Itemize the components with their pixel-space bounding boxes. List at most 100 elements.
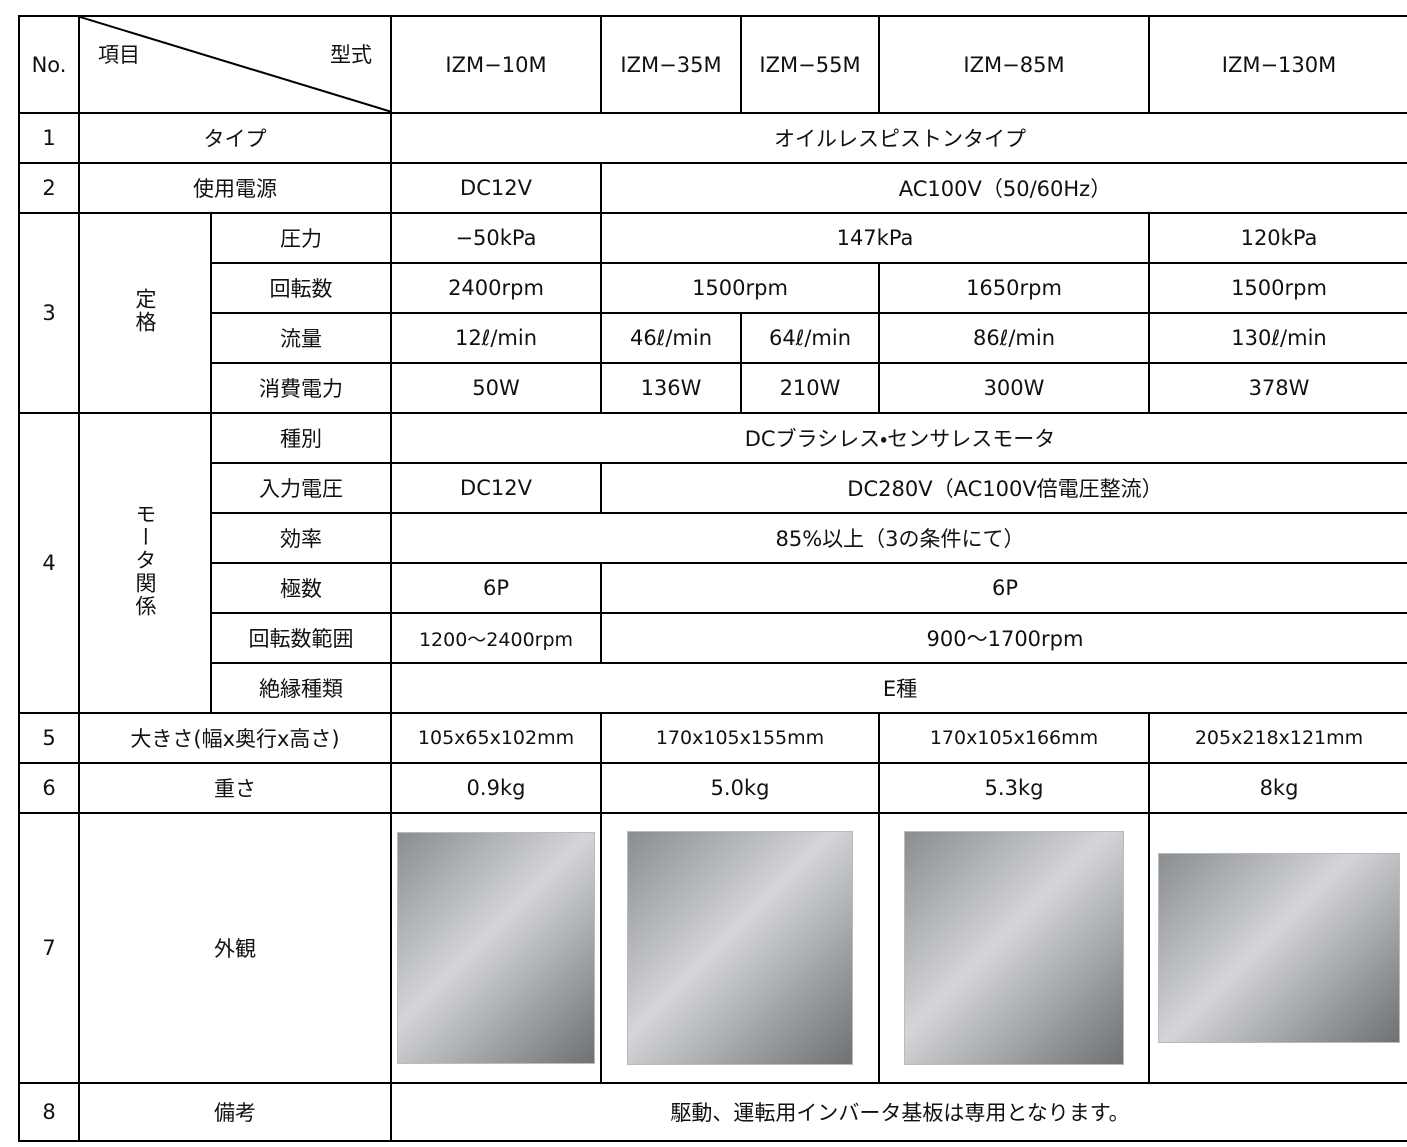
cell: 6 <box>18 762 80 814</box>
cell: 205x218x121mm <box>1148 712 1407 764</box>
cell: 流量 <box>210 312 392 364</box>
cell: 絶縁種類 <box>210 662 392 714</box>
cell: 大きさ(幅x奥行x高さ) <box>78 712 392 764</box>
cell: モータ関係 <box>78 412 212 714</box>
cell: 駆動、運転用インバータ基板は専用となります。 <box>390 1082 1407 1142</box>
product-photo <box>904 831 1124 1065</box>
cell: 130ℓ/min <box>1148 312 1407 364</box>
cell: IZM−85M <box>878 15 1150 114</box>
cell: 極数 <box>210 562 392 614</box>
cell: 圧力 <box>210 212 392 264</box>
cell: 5.3kg <box>878 762 1150 814</box>
cell: 2 <box>18 162 80 214</box>
cell: 項目 型式 <box>78 15 392 114</box>
cell: 170x105x166mm <box>878 712 1150 764</box>
cell <box>390 812 602 1084</box>
cell: 50W <box>390 362 602 414</box>
cell: AC100V（50/60Hz） <box>600 162 1407 214</box>
cell: 8kg <box>1148 762 1407 814</box>
label: モータ関係 <box>133 503 157 618</box>
cell: タイプ <box>78 112 392 164</box>
cell: IZM−10M <box>390 15 602 114</box>
cell: No. <box>18 15 80 114</box>
cell: 使用電源 <box>78 162 392 214</box>
label: 項目 <box>98 43 140 67</box>
row: 2 使用電源 DC12V AC100V（50/60Hz） <box>18 162 1407 214</box>
cell: 6P <box>390 562 602 614</box>
row: 回転数範囲 1200〜2400rpm 900〜1700rpm <box>19 612 1407 664</box>
cell: 回転数 <box>210 262 392 314</box>
row: 6 重さ 0.9kg 5.0kg 5.3kg 8kg <box>18 762 1407 814</box>
label: 型式 <box>330 43 372 67</box>
label: 定格 <box>133 287 157 334</box>
row: 絶縁種類 E種 <box>19 662 1407 714</box>
cell: 7 <box>18 812 80 1084</box>
cell: 0.9kg <box>390 762 602 814</box>
cell: 1200〜2400rpm <box>390 612 602 664</box>
product-photo <box>397 832 595 1064</box>
cell: 入力電圧 <box>210 462 392 514</box>
cell: 170x105x155mm <box>600 712 880 764</box>
row: 流量 12ℓ/min 46ℓ/min 64ℓ/min 86ℓ/min 130ℓ/… <box>19 312 1407 364</box>
row: 4 モータ関係 種別 DCブラシレス・センサレスモータ <box>18 412 1407 714</box>
cell: 重さ <box>78 762 392 814</box>
cell: IZM−55M <box>740 15 880 114</box>
cell: IZM−130M <box>1148 15 1407 114</box>
row: 3 定格 圧力 −50kPa 147kPa 120kPa <box>18 212 1407 414</box>
cell <box>600 812 880 1084</box>
cell: 2400rpm <box>390 262 602 314</box>
cell: 46ℓ/min <box>600 312 742 364</box>
cell: E種 <box>390 662 1407 714</box>
cell: 147kPa <box>600 212 1150 264</box>
cell <box>1148 812 1407 1084</box>
row: 7 外観 <box>18 812 1407 1084</box>
cell: IZM−35M <box>600 15 742 114</box>
cell: 136W <box>600 362 742 414</box>
cell: 12ℓ/min <box>390 312 602 364</box>
cell <box>878 812 1150 1084</box>
cell: 5.0kg <box>600 762 880 814</box>
cell: 効率 <box>210 512 392 564</box>
cell: オイルレスピストンタイプ <box>390 112 1407 164</box>
cell: 回転数範囲 <box>210 612 392 664</box>
cell: 85%以上（3の条件にて） <box>390 512 1407 564</box>
row: 効率 85%以上（3の条件にて） <box>19 512 1407 564</box>
cell: 120kPa <box>1148 212 1407 264</box>
cell: 105x65x102mm <box>390 712 602 764</box>
cell: 種別 <box>210 412 392 464</box>
cell: 900〜1700rpm <box>600 612 1407 664</box>
cell: 備考 <box>78 1082 392 1142</box>
cell: 3 <box>18 212 80 414</box>
cell: 外観 <box>78 812 392 1084</box>
row: 回転数 2400rpm 1500rpm 1650rpm 1500rpm <box>19 262 1407 314</box>
row: 消費電力 50W 136W 210W 300W 378W <box>19 362 1407 414</box>
cell: 8 <box>18 1082 80 1142</box>
cell: 消費電力 <box>210 362 392 414</box>
spec-table: No. 項目 型式 IZM−10M IZM−35M IZM−55M IZM−85… <box>18 15 1407 1142</box>
cell: 86ℓ/min <box>878 312 1150 364</box>
diagonal <box>81 18 389 111</box>
row: 8 備考 駆動、運転用インバータ基板は専用となります。 <box>18 1082 1407 1142</box>
cell: DC12V <box>390 462 602 514</box>
cell: 300W <box>878 362 1150 414</box>
header-row: No. 項目 型式 IZM−10M IZM−35M IZM−55M IZM−85… <box>18 15 1407 114</box>
cell: 64ℓ/min <box>740 312 880 364</box>
cell: DC12V <box>390 162 602 214</box>
product-photo <box>627 831 853 1065</box>
cell: 1650rpm <box>878 262 1150 314</box>
row: 1 タイプ オイルレスピストンタイプ <box>18 112 1407 164</box>
row: 入力電圧 DC12V DC280V（AC100V倍電圧整流） <box>19 462 1407 514</box>
cell: 5 <box>18 712 80 764</box>
cell: DC280V（AC100V倍電圧整流） <box>600 462 1407 514</box>
row: 極数 6P 6P <box>19 562 1407 614</box>
cell: 6P <box>600 562 1407 614</box>
cell: 4 <box>18 412 80 714</box>
row: 5 大きさ(幅x奥行x高さ) 105x65x102mm 170x105x155m… <box>18 712 1407 764</box>
cell: DCブラシレス・センサレスモータ <box>390 412 1407 464</box>
product-photo <box>1158 853 1400 1043</box>
cell: 1 <box>18 112 80 164</box>
cell: 1500rpm <box>1148 262 1407 314</box>
cell: 定格 <box>78 212 212 414</box>
cell: 1500rpm <box>600 262 880 314</box>
